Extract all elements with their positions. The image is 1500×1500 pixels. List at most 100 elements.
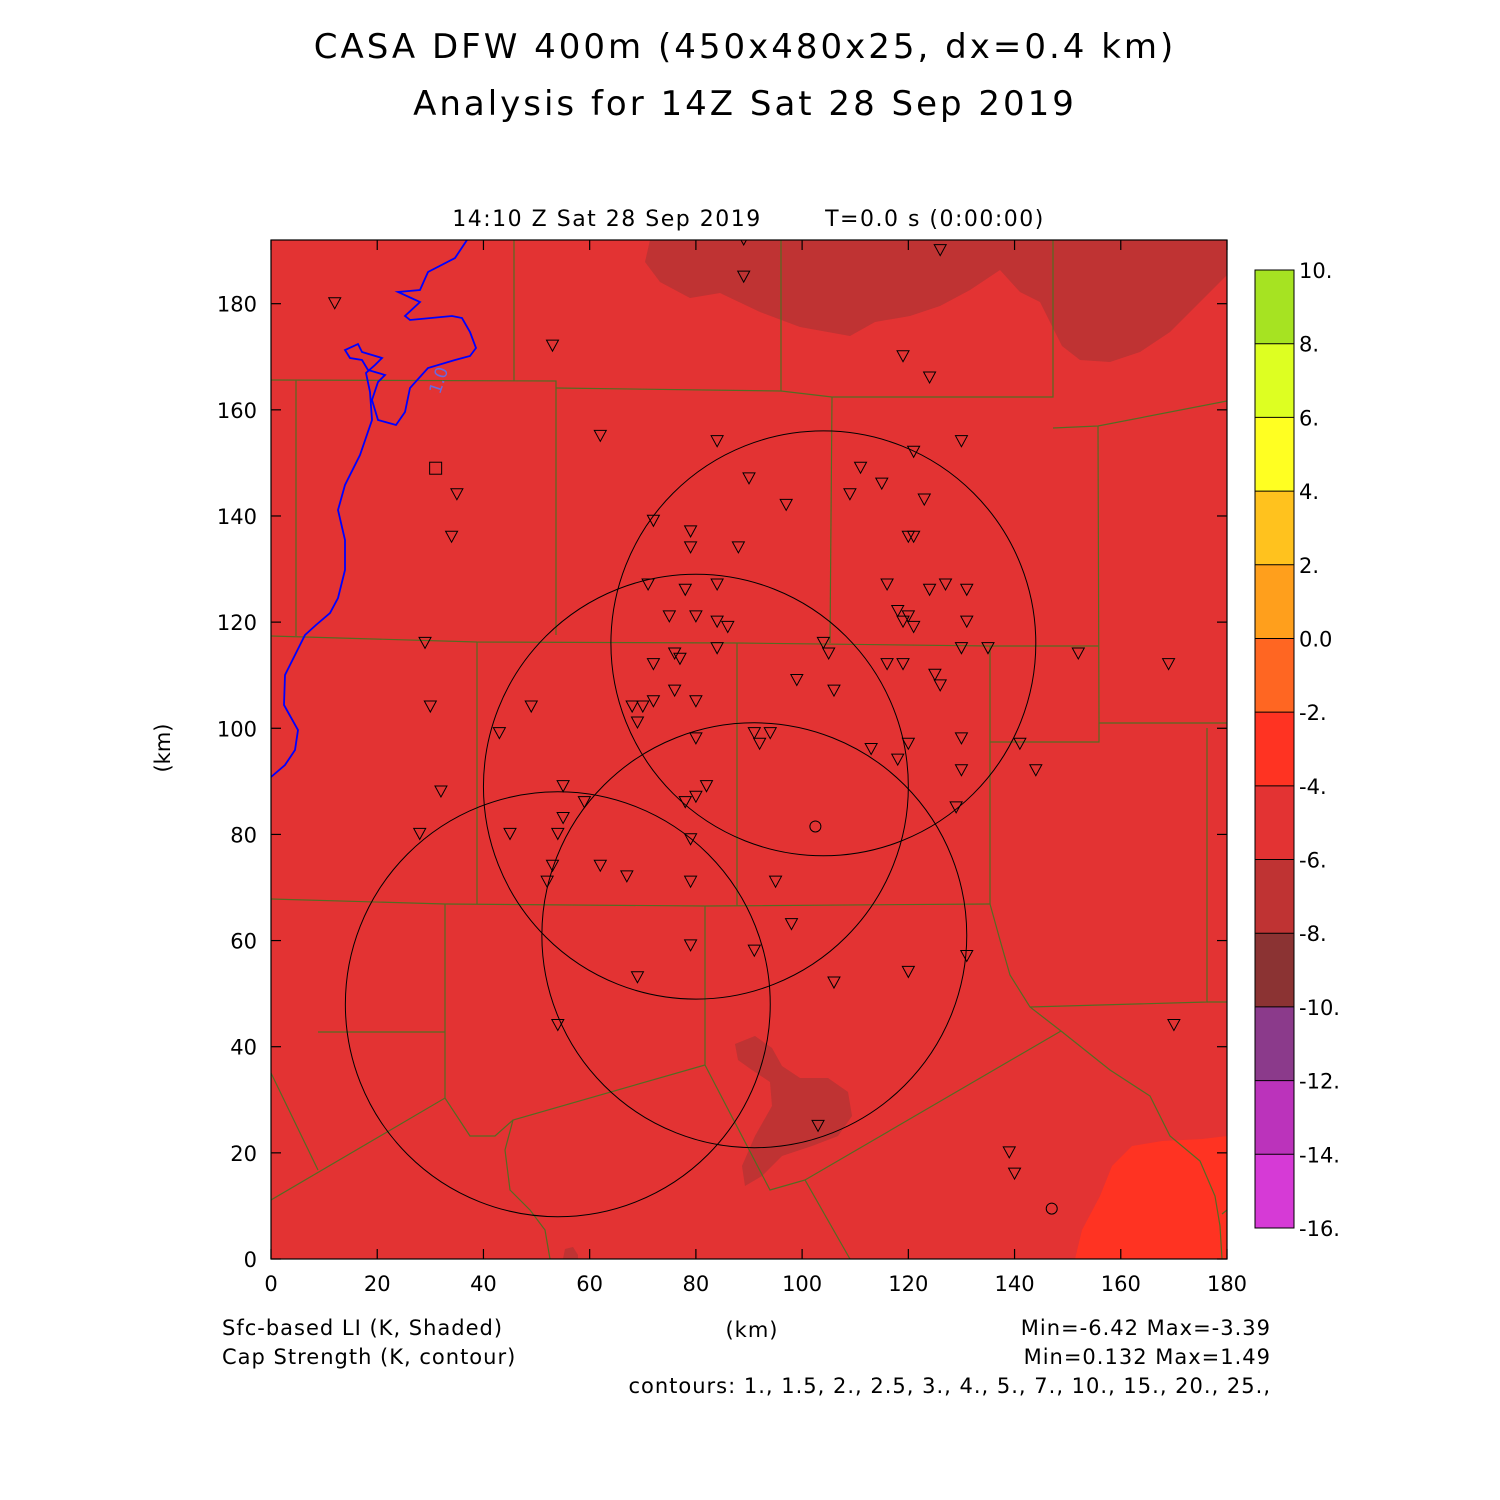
colorbar-label: -6.	[1299, 849, 1327, 873]
li-shading-north	[645, 240, 1227, 362]
title-line-2: Analysis for 14Z Sat 28 Sep 2019	[413, 84, 1077, 124]
station-marker	[710, 615, 724, 629]
station-marker	[742, 472, 756, 485]
station-marker	[874, 477, 889, 491]
station-marker	[423, 700, 438, 714]
station-marker	[450, 488, 464, 501]
radar-range-ring	[482, 573, 909, 1000]
station-marker	[689, 732, 703, 745]
station-marker	[959, 615, 974, 629]
station-marker	[646, 695, 661, 708]
station-marker	[1028, 764, 1043, 777]
colorbar-label: 8.	[1299, 333, 1319, 357]
station-marker	[550, 1018, 565, 1032]
station-marker	[933, 244, 948, 257]
station-marker	[901, 737, 916, 751]
x-tick-label: 20	[364, 1272, 391, 1296]
radar-site-markers	[429, 461, 1058, 1215]
colorbar-segment	[1255, 859, 1294, 934]
station-marker	[683, 875, 698, 889]
station-marker	[689, 790, 703, 804]
x-axis-label: (km)	[725, 1318, 778, 1342]
x-tick-label: 140	[995, 1272, 1035, 1296]
radar-range-ring	[541, 722, 968, 1149]
station-marker	[630, 716, 645, 730]
x-tick-label: 80	[683, 1272, 710, 1296]
station-marker	[434, 785, 448, 799]
x-tick-label: 60	[576, 1272, 603, 1296]
station-marker	[1007, 1167, 1022, 1181]
station-marker	[673, 652, 687, 666]
colorbar-segment	[1255, 564, 1294, 639]
station-marker	[736, 270, 751, 284]
station-marker	[1167, 1018, 1181, 1032]
panel-fcst-label: T=0.0 s (0:00:00)	[824, 207, 1045, 232]
radar-site-marker	[809, 820, 822, 833]
footer-shaded-field: Sfc-based LI (K, Shaded)	[222, 1316, 503, 1340]
x-tick-label: 0	[264, 1272, 277, 1296]
station-marker	[683, 939, 698, 952]
footer-contour-field: Cap Strength (K, contour)	[222, 1345, 516, 1369]
station-marker	[635, 700, 650, 714]
station-marker	[959, 583, 974, 597]
station-marker	[827, 976, 841, 990]
colorbar: -16. -14. -12. -10. -8. -6. -4. -2. 0.0 2. 4. 6. 8. 1…	[1254, 259, 1340, 1241]
radar-range-ring	[344, 791, 771, 1218]
colorbar-label: 4.	[1299, 480, 1319, 504]
colorbar-segment	[1255, 343, 1294, 418]
station-marker	[683, 525, 698, 538]
colorbar-segment	[1255, 1006, 1294, 1081]
station-marker	[763, 727, 778, 740]
station-marker	[646, 514, 661, 528]
station-marker	[917, 493, 932, 507]
y-tick-label: 20	[230, 1142, 257, 1166]
colorbar-segment	[1255, 785, 1294, 860]
colorbar-label: -4.	[1299, 775, 1327, 799]
station-marker	[768, 875, 783, 889]
station-marker	[683, 541, 698, 554]
colorbar-segment	[1255, 638, 1294, 713]
station-marker	[954, 764, 969, 777]
cap-strength-contour	[271, 240, 478, 778]
station-marker	[779, 498, 794, 512]
station-marker	[593, 429, 608, 443]
station-marker	[896, 350, 910, 363]
colorbar-label: -14.	[1299, 1143, 1340, 1167]
station-marker	[922, 371, 937, 385]
station-marker	[412, 827, 427, 841]
station-marker	[821, 647, 836, 661]
station-marker	[710, 578, 724, 592]
station-marker	[827, 684, 841, 698]
li-background-field	[271, 240, 1227, 1259]
square-site-marker	[429, 461, 443, 475]
station-marker	[720, 620, 735, 634]
station-marker	[1071, 647, 1086, 661]
station-marker	[959, 949, 974, 963]
station-marker	[540, 875, 555, 889]
station-marker	[1002, 1146, 1017, 1159]
colorbar-label: 2.	[1299, 554, 1319, 578]
colorbar-label: 0.0	[1299, 627, 1332, 651]
y-tick-label: 0	[244, 1248, 257, 1272]
station-marker	[710, 435, 724, 448]
station-marker	[922, 583, 937, 597]
station-marker	[444, 530, 459, 544]
y-tick-label: 100	[217, 717, 257, 741]
station-marker	[747, 727, 762, 740]
station-marker	[550, 827, 565, 841]
x-tick-label: 120	[888, 1272, 928, 1296]
station-marker	[752, 737, 767, 751]
radar-rings	[344, 430, 1037, 1218]
li-shading-south	[735, 1036, 852, 1186]
li-shading-edge	[563, 1247, 578, 1259]
x-tick-label: 180	[1207, 1272, 1247, 1296]
station-marker	[880, 658, 894, 671]
station-marker	[689, 695, 703, 708]
y-tick-label: 120	[217, 611, 257, 635]
station-marker	[811, 1119, 825, 1133]
colorbar-segment	[1255, 712, 1294, 786]
station-marker	[938, 578, 953, 592]
station-marker	[906, 620, 921, 634]
station-marker	[901, 965, 916, 979]
station-marker	[954, 642, 969, 655]
